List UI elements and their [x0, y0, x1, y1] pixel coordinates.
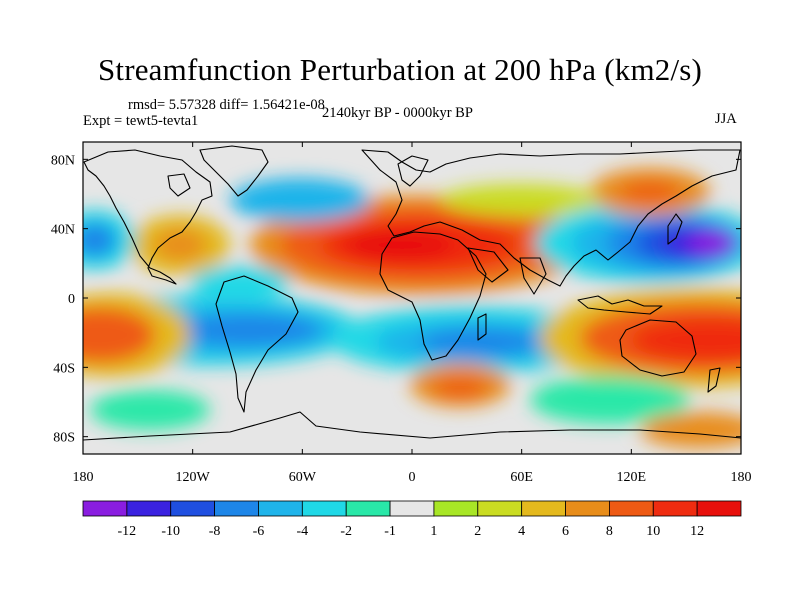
- colorbar-label: 4: [518, 524, 525, 539]
- contour-high-eastpac-core: [83, 307, 155, 363]
- contour-pos-asia: [440, 184, 600, 216]
- colorbar-label: -8: [209, 524, 221, 539]
- colorbar-swatch: [170, 500, 216, 517]
- colorbar-label: -10: [161, 524, 180, 539]
- longitude-axis: 180 120W 60W 0 60E 120E 180: [73, 142, 752, 485]
- latitude-axis: 80N 40N 0 40S 80S: [51, 153, 741, 446]
- colorbar-label: 8: [606, 524, 613, 539]
- coastlines: [83, 145, 741, 441]
- rmsd-diff-text: rmsd= 5.57328 diff= 1.56421e-08: [128, 97, 325, 113]
- coast-india: [519, 257, 547, 295]
- colorbar-swatch: [433, 500, 479, 517]
- colorbar-swatch: [696, 500, 742, 517]
- coast-north-america: [83, 149, 213, 285]
- colorbar-swatch: [345, 500, 391, 517]
- contour-low-south-ocean-east: [530, 376, 690, 424]
- contour-low-tropatl: [190, 266, 290, 298]
- season-text: JJA: [715, 111, 737, 127]
- lon-tick-label: 60W: [289, 470, 317, 485]
- lon-tick-label: 120E: [617, 470, 647, 485]
- colorbar-label: -2: [340, 524, 352, 539]
- colorbar-label: -12: [118, 524, 137, 539]
- contour-high-south-east: [640, 412, 741, 448]
- colorbar-label: 10: [646, 524, 660, 539]
- colorbar-swatch: [565, 500, 610, 517]
- colorbar-label: -6: [253, 524, 265, 539]
- coast-australia: [619, 319, 697, 377]
- colorbar-label: -4: [296, 524, 308, 539]
- coast-indonesia: [577, 295, 663, 315]
- colorbar-swatch: [82, 500, 128, 517]
- chart-title: Streamfunction Perturbation at 200 hPa (…: [97, 52, 703, 87]
- colorbar-swatch: [126, 500, 172, 517]
- lat-tick-label: 40S: [53, 361, 75, 376]
- contour-high-atlantic-max: [345, 229, 455, 261]
- lon-tick-label: 0: [409, 470, 416, 485]
- colorbar-label: -1: [384, 524, 396, 539]
- colorbar-label: 2: [474, 524, 481, 539]
- experiment-text: Expt = tewt5-tevta1: [83, 113, 199, 129]
- colorbar-swatch: [389, 500, 435, 517]
- colorbar-label: 1: [430, 524, 437, 539]
- lat-tick-label: 80N: [51, 153, 75, 168]
- contour-low-eastpac-core: [83, 222, 117, 258]
- coast-japan: [667, 213, 683, 245]
- coast-africa: [379, 231, 487, 361]
- contour-high-indian-core: [432, 378, 488, 398]
- coast-madagascar: [477, 313, 487, 341]
- period-text: 2140kyr BP - 0000kyr BP: [322, 105, 473, 121]
- colorbar: -12 -10 -8 -6 -4 -2 -1 1 2 4 6 8 10 12: [82, 500, 742, 539]
- colorbar-swatch: [521, 500, 566, 517]
- contour-low-south-ocean-west: [90, 390, 210, 430]
- contour-high-australia-core: [630, 318, 741, 362]
- colorbar-swatch: [652, 500, 698, 517]
- contour-high-na-core: [154, 229, 206, 261]
- contour-low-southpac-min: [180, 314, 320, 346]
- lon-tick-label: 120W: [176, 470, 211, 485]
- lat-tick-label: 0: [68, 292, 75, 307]
- coast-new-zealand: [707, 367, 721, 393]
- colorbar-label: 6: [562, 524, 569, 539]
- colorbar-swatch: [477, 500, 523, 517]
- coast-hudson-bay: [167, 173, 191, 197]
- colorbar-swatch: [214, 500, 259, 517]
- streamfunction-field: [83, 142, 741, 454]
- lon-tick-label: 60E: [510, 470, 533, 485]
- lat-tick-label: 40N: [51, 223, 75, 238]
- lon-tick-label: 180: [73, 470, 94, 485]
- coast-scandinavia: [397, 155, 429, 187]
- coast-arabia: [467, 247, 509, 283]
- coast-south-america: [215, 275, 299, 413]
- coast-greenland: [199, 145, 269, 197]
- colorbar-label: 12: [690, 524, 704, 539]
- contour-low-southatl-min: [420, 328, 540, 356]
- lat-tick-label: 80S: [53, 431, 75, 446]
- coast-antarctica: [83, 411, 741, 441]
- colorbar-swatch: [301, 500, 347, 517]
- colorbar-swatch: [609, 500, 654, 517]
- colorbar-swatch: [258, 500, 303, 517]
- lon-tick-label: 180: [731, 470, 752, 485]
- coast-eurasia: [361, 149, 741, 287]
- contour-low-westpac-min: [688, 231, 736, 255]
- contour-low-northatl: [230, 178, 370, 222]
- contour-high-nwpac-core: [620, 182, 680, 202]
